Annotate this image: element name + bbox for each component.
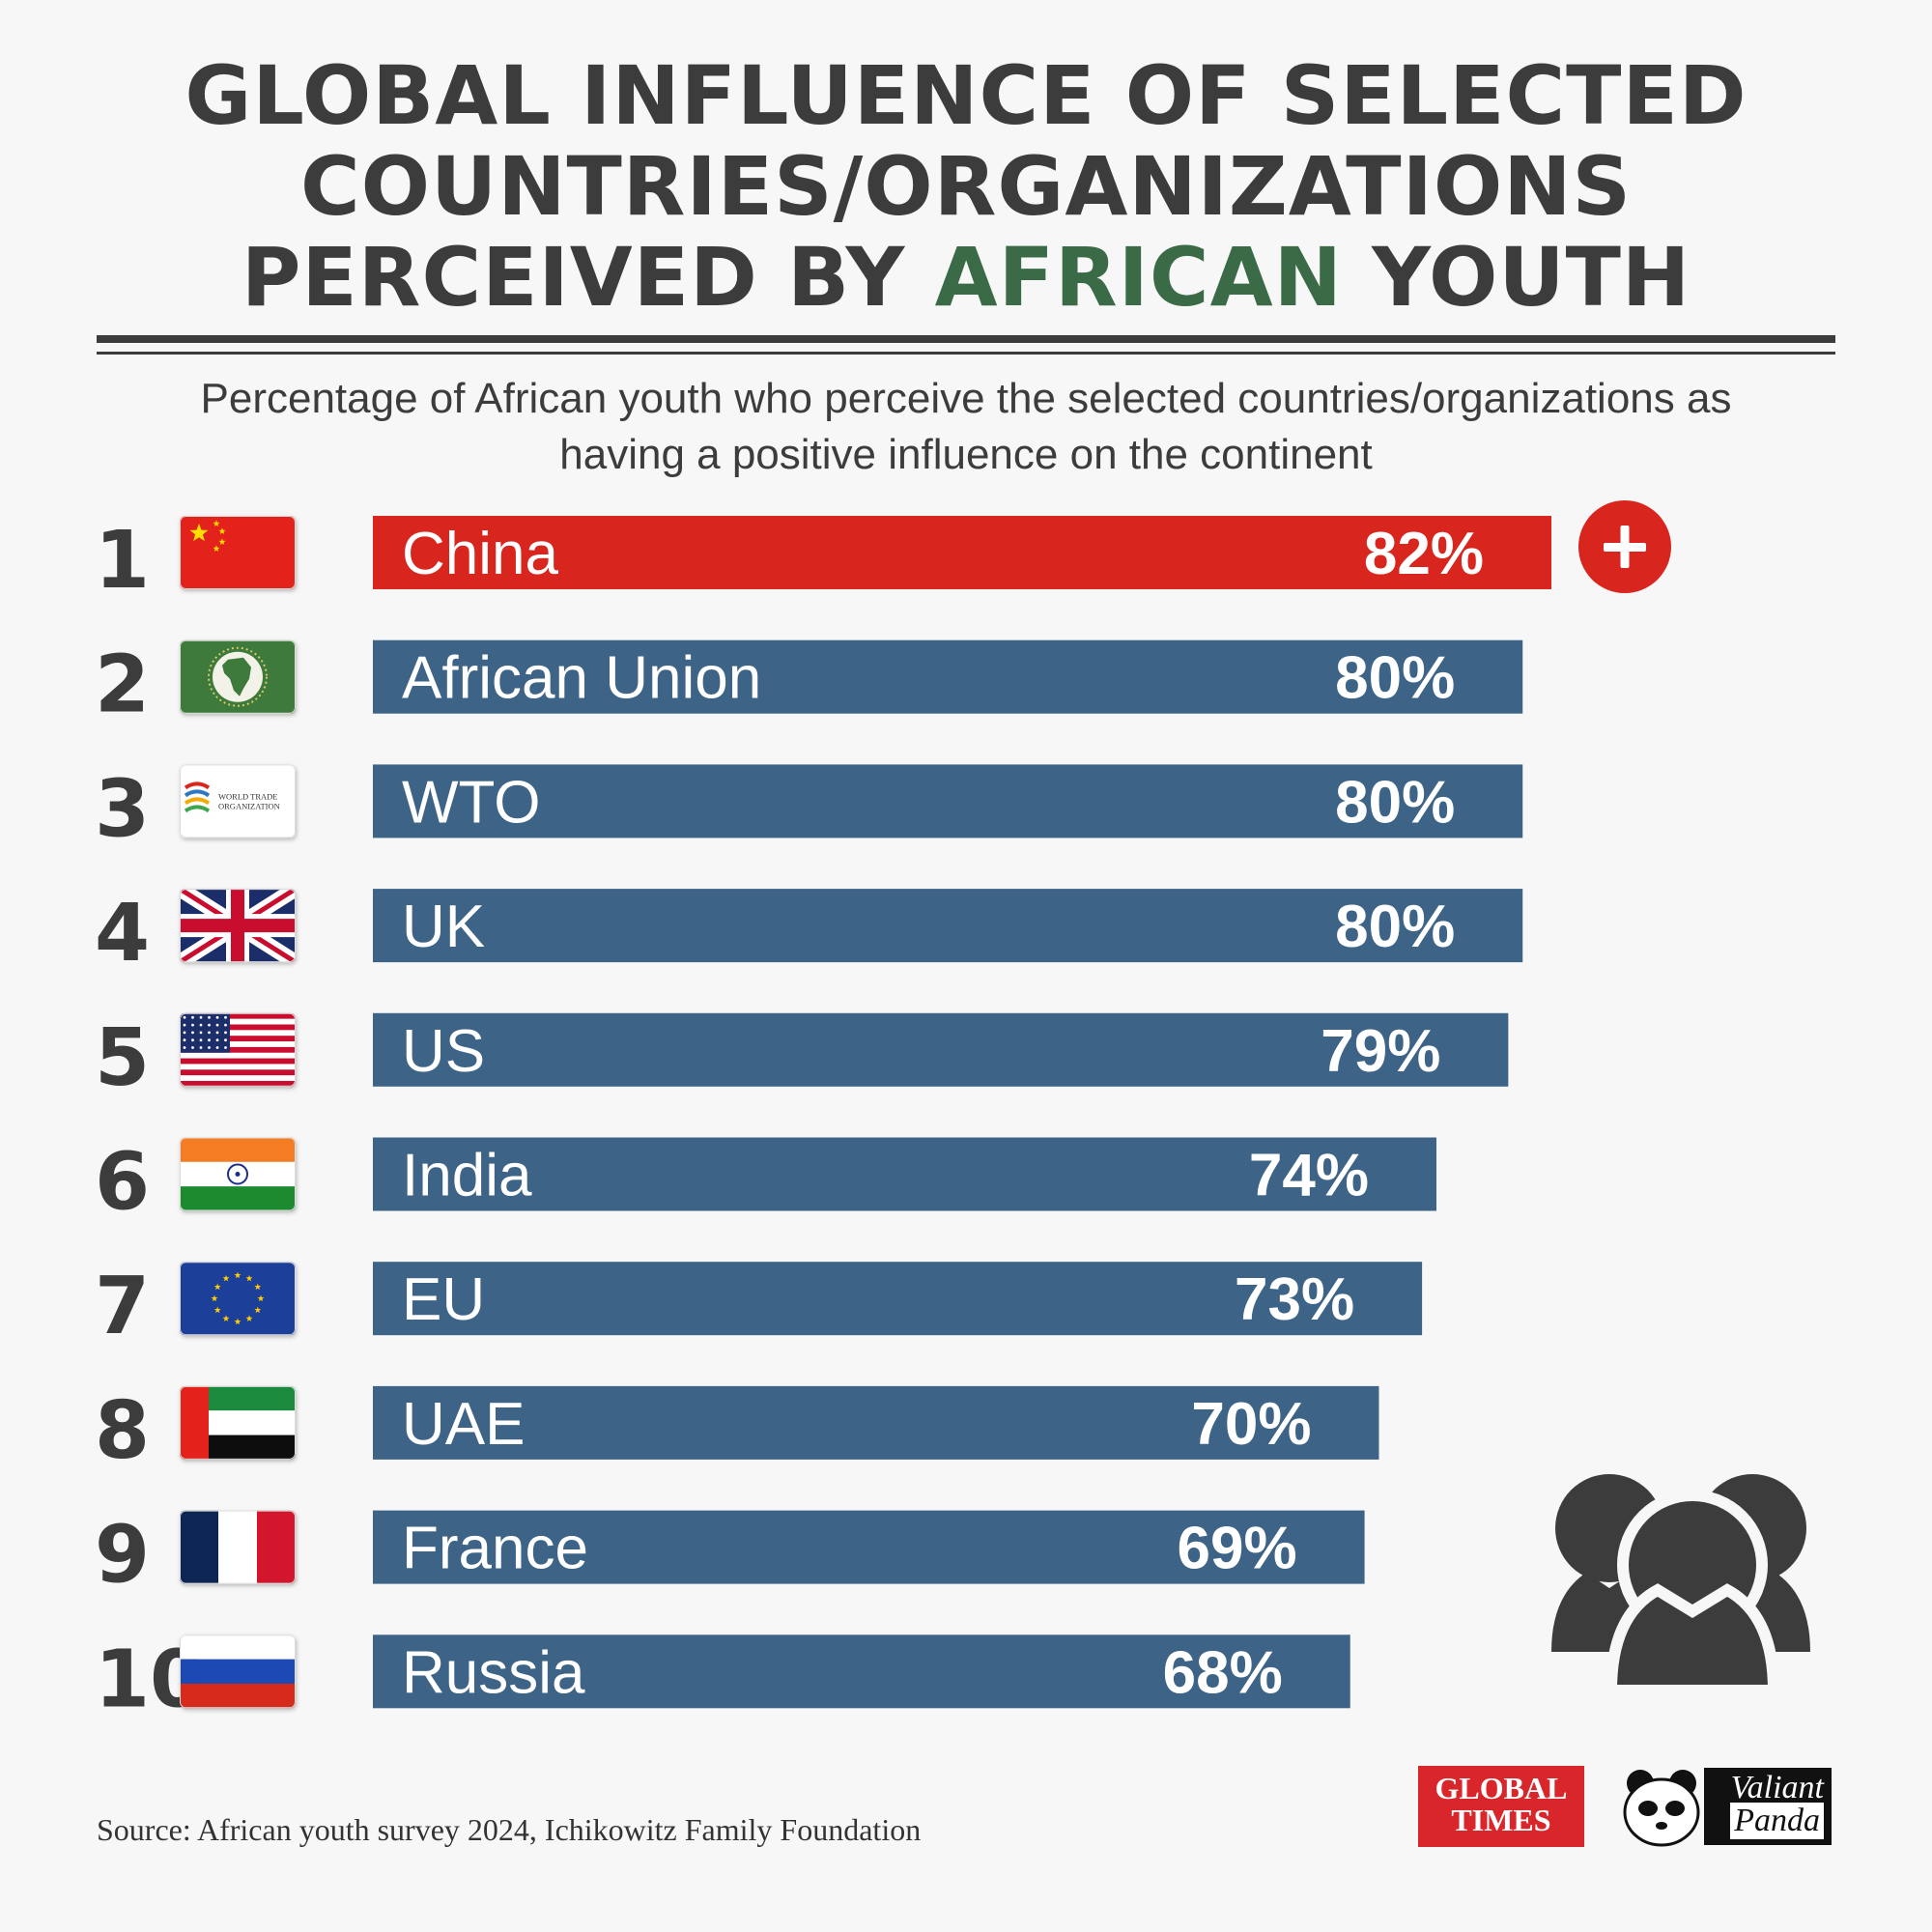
valiant-panda-word-1: Valiant [1730,1770,1824,1805]
bar-russia [373,1634,1350,1709]
flag-uk-icon [180,889,296,963]
source-note: Source: African youth survey 2024, Ichik… [97,1812,922,1847]
rank-label-4: 4 [95,888,150,980]
bar-value-us: 79% [1321,1018,1440,1085]
plus-badge [1578,500,1671,593]
bar-value-uae: 70% [1191,1391,1311,1458]
bar-label-india: India [402,1143,532,1209]
title-line-3-post: YOUTH [1342,230,1691,325]
bar-china [373,516,1551,589]
valiant-panda-logo: Valiant Panda [1619,1764,1832,1851]
flag-india-icon [180,1137,296,1211]
plus-icon-vertical [1620,526,1630,568]
bar-us [373,1012,1509,1087]
subtitle-line-2: having a positive influence on the conti… [559,431,1373,478]
title-highlight-word: AFRICAN [934,230,1343,325]
wto-logo-text-2: ORGANIZATION [218,801,280,810]
flag-france-icon [180,1510,296,1584]
bar-france [373,1510,1365,1584]
panda-face-icon [1623,1770,1700,1847]
rank-label-7: 7 [95,1261,150,1352]
title-divider-thin [97,352,1835,355]
bar-value-france: 69% [1177,1516,1296,1582]
bar-label-france: France [402,1516,588,1582]
subtitle-line-1: Percentage of African youth who perceive… [200,375,1732,422]
bar-label-us: US [402,1018,485,1085]
global-times-logo: GLOBAL TIMES [1418,1766,1584,1847]
chart-title: GLOBAL INFLUENCE OF SELECTED COUNTRIES/O… [0,50,1932,323]
bar-label-uae: UAE [402,1391,525,1458]
bar-value-russia: 68% [1163,1639,1283,1706]
rank-label-6: 6 [95,1137,150,1229]
bar-label-china: China [402,521,559,587]
bar-india [373,1137,1436,1211]
valiant-panda-word-2: Panda [1730,1803,1824,1839]
bar-eu [373,1262,1423,1336]
bar-wto [373,764,1523,838]
bar-value-african-union: 80% [1335,645,1455,712]
bar-uk [373,889,1523,963]
rank-label-5: 5 [95,1012,150,1104]
title-line-1: GLOBAL INFLUENCE OF SELECTED [185,48,1747,143]
bar-chart: 1 China 82% 2 African Union 80% 3 WTO 80% 4 UK 80% 5… [95,500,1810,1725]
bar-value-india: 74% [1249,1143,1369,1209]
rank-label-3: 3 [95,763,150,855]
bar-value-china: 82% [1364,521,1484,587]
flag-african-union-icon [180,639,296,714]
global-times-logo-line-1: GLOBAL [1435,1771,1568,1805]
title-divider-thick [97,335,1835,343]
wto-logo-text-1: WORLD TRADE [218,791,277,801]
rank-label-8: 8 [95,1385,150,1477]
bar-value-eu: 73% [1235,1266,1354,1333]
flag-us-icon [180,1012,296,1087]
flag-china-icon [180,516,296,589]
global-times-logo-line-2: TIMES [1451,1803,1551,1837]
bar-uae [373,1385,1379,1460]
rank-label-9: 9 [95,1510,150,1602]
rank-label-1: 1 [95,515,150,607]
bar-label-eu: EU [402,1266,485,1333]
title-line-3: PERCEIVED BY AFRICAN YOUTH [0,232,1932,323]
flag-eu-icon [180,1262,296,1336]
title-line-2: COUNTRIES/ORGANIZATIONS [299,139,1633,234]
bar-value-uk: 80% [1335,894,1455,960]
flag-uae-icon [180,1385,296,1460]
title-line-3-pre: PERCEIVED BY [241,230,935,325]
chart-subtitle: Percentage of African youth who perceive… [155,371,1777,483]
bar-label-african-union: African Union [402,645,761,712]
bar-label-wto: WTO [402,769,541,836]
rank-label-2: 2 [95,639,150,731]
bar-african-union [373,639,1523,714]
flag-russia-icon [180,1634,296,1709]
valiant-panda-wordmark: Valiant Panda [1704,1768,1832,1845]
bar-label-uk: UK [402,894,485,960]
people-group-icon [1551,1474,1810,1696]
bar-value-wto: 80% [1335,769,1455,836]
bar-label-russia: Russia [402,1639,585,1706]
